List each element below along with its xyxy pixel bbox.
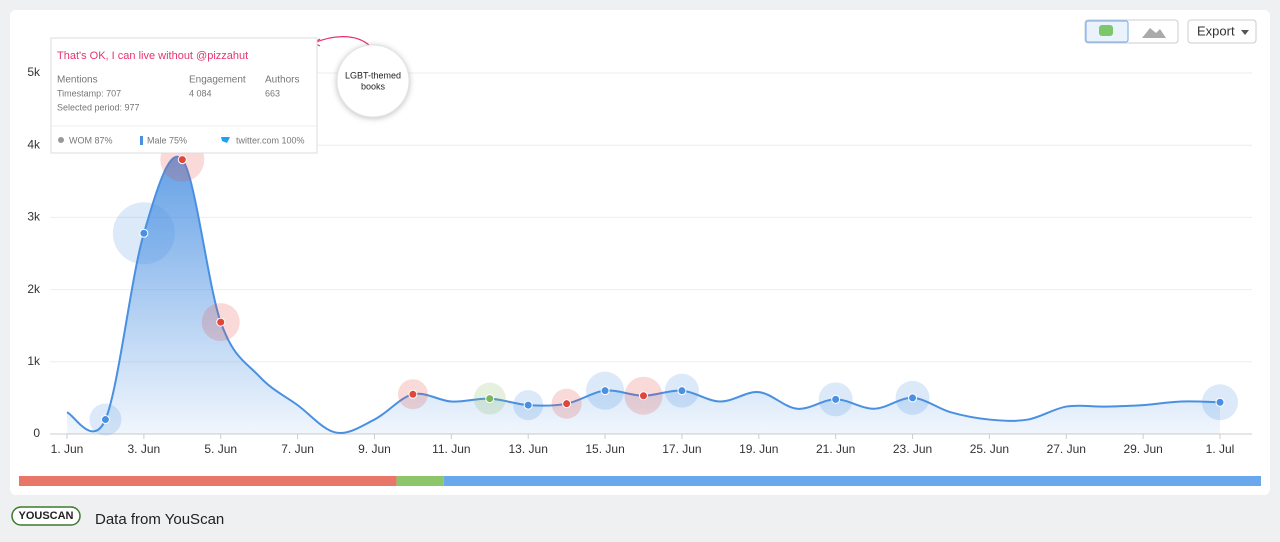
x-tick-label: 9. Jun [358, 442, 391, 456]
tooltip-label: Engagement [189, 75, 246, 86]
bubble-icon [1099, 25, 1113, 36]
x-tick-label: 13. Jun [509, 442, 548, 456]
wom-icon [58, 137, 64, 143]
x-tick-label: 17. Jun [662, 442, 701, 456]
sentiment-segment [443, 476, 1261, 486]
tooltip-label: Authors [265, 75, 299, 86]
point [908, 393, 918, 403]
twitter-icon [221, 137, 230, 143]
annotation-arrow [313, 36, 371, 47]
tooltip: That's OK, I can live without @pizzahut … [50, 37, 318, 154]
tooltip-value: Selected period: 977 [57, 102, 140, 112]
x-tick-label: 25. Jun [970, 442, 1009, 456]
tooltip-stat: WOM 87% [69, 135, 113, 145]
x-tick-label: 1. Jun [51, 442, 84, 456]
x-tick-label: 3. Jun [128, 442, 161, 456]
point [216, 317, 226, 327]
x-tick-label: 1. Jul [1206, 442, 1235, 456]
point [1215, 397, 1225, 407]
y-tick-label: 5k [27, 65, 41, 79]
x-tick-label: 15. Jun [585, 442, 624, 456]
x-tick-label: 19. Jun [739, 442, 778, 456]
area-view-icon[interactable] [1142, 28, 1166, 38]
y-tick-label: 0 [33, 426, 40, 440]
topic-label: books [361, 81, 386, 91]
topic-bubble[interactable] [336, 44, 410, 118]
tooltip-box [50, 37, 318, 154]
sentiment-segment [396, 476, 444, 486]
x-tick-label: 23. Jun [893, 442, 932, 456]
male-icon [140, 136, 143, 145]
tooltip-stat: Male 75% [147, 135, 187, 145]
y-tick-label: 4k [27, 137, 41, 151]
x-tick-label: 29. Jun [1123, 442, 1162, 456]
point [408, 389, 418, 399]
x-tick-label: 27. Jun [1047, 442, 1086, 456]
point [177, 155, 187, 165]
tooltip-stat: twitter.com 100% [236, 135, 305, 145]
x-tick-label: 11. Jun [432, 442, 470, 456]
point [831, 394, 841, 404]
area [67, 156, 1220, 435]
y-tick-label: 3k [27, 210, 41, 224]
point [523, 400, 533, 410]
export-label: Export [1197, 23, 1235, 38]
x-tick-label: 7. Jun [281, 442, 314, 456]
x-tick-label: 5. Jun [204, 442, 237, 456]
point [562, 399, 572, 409]
logo: YOUSCAN [18, 510, 73, 522]
topic-label: LGBT-themed [345, 70, 401, 80]
footer-text: Data from YouScan [95, 511, 224, 528]
export-button[interactable] [1187, 19, 1257, 44]
dropdown-caret [1241, 30, 1249, 35]
point [639, 391, 648, 401]
logo-badge [11, 506, 81, 526]
point [677, 386, 687, 396]
point [139, 228, 149, 238]
point [100, 415, 110, 425]
point [485, 394, 495, 404]
tooltip-title: That's OK, I can live without @pizzahut [57, 50, 248, 62]
y-tick-label: 2k [27, 282, 41, 296]
card [10, 10, 1270, 495]
point [600, 386, 610, 396]
y-tick-label: 1k [27, 354, 41, 368]
x-tick-label: 21. Jun [816, 442, 855, 456]
tooltip-value: Timestamp: 707 [57, 88, 121, 98]
sentiment-segment [19, 476, 397, 486]
tooltip-value: 663 [265, 88, 280, 98]
tooltip-value: 4 084 [189, 88, 212, 98]
plot: 0 1k 2k 3k 4k 5k 1. Jun 3. Jun 5. Jun 7. Jun 9. Ju… [19, 65, 1261, 486]
tooltip-label: Mentions [57, 75, 98, 86]
